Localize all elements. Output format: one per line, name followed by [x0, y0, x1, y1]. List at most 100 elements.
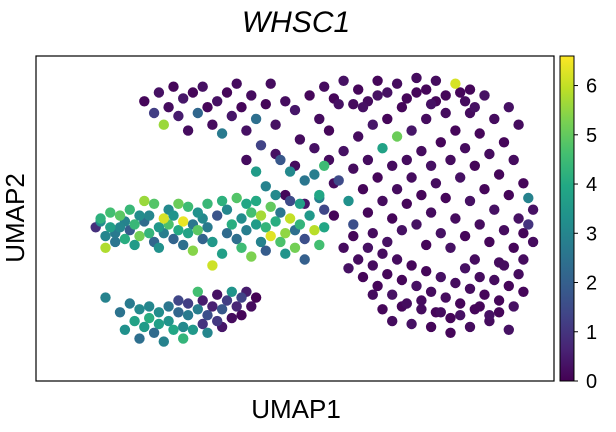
data-point	[202, 198, 213, 209]
data-point	[226, 312, 237, 324]
data-point	[246, 207, 257, 218]
data-point	[406, 172, 417, 183]
data-point	[158, 336, 169, 347]
data-point	[260, 245, 271, 256]
data-point	[396, 225, 408, 236]
y-axis-label: UMAP2	[0, 173, 30, 263]
data-point	[289, 104, 301, 116]
data-point	[255, 140, 267, 151]
data-point	[362, 242, 374, 253]
data-point	[304, 90, 315, 101]
data-point	[416, 145, 427, 157]
data-point	[459, 263, 471, 274]
data-point	[105, 207, 116, 218]
data-point	[493, 307, 505, 318]
data-point	[493, 169, 505, 180]
data-point	[421, 266, 432, 277]
data-point	[328, 210, 340, 221]
data-point	[459, 143, 471, 154]
data-point	[416, 189, 427, 201]
data-point	[163, 102, 174, 113]
data-point	[280, 248, 291, 259]
data-point	[241, 198, 252, 209]
data-point	[464, 283, 476, 294]
data-point	[391, 254, 403, 265]
data-point	[527, 236, 539, 248]
data-point	[353, 84, 364, 95]
data-point	[338, 75, 349, 87]
data-point	[182, 298, 194, 309]
data-point	[114, 210, 126, 221]
data-point	[158, 213, 169, 224]
data-point	[474, 301, 485, 312]
data-point	[440, 292, 451, 303]
data-point	[192, 207, 203, 218]
data-point	[377, 195, 388, 207]
data-point	[129, 315, 140, 327]
data-point	[435, 307, 446, 318]
data-point	[241, 225, 252, 236]
data-point	[173, 110, 184, 122]
data-point	[139, 195, 150, 207]
data-point	[348, 230, 359, 242]
data-point	[192, 225, 203, 236]
data-point	[255, 236, 267, 248]
data-point	[425, 207, 437, 218]
data-point	[236, 242, 247, 253]
data-point	[216, 195, 228, 207]
data-point	[134, 210, 145, 221]
data-point	[100, 242, 111, 253]
data-point	[503, 280, 514, 292]
data-point	[144, 312, 155, 324]
data-point	[362, 207, 374, 218]
data-point	[182, 310, 194, 321]
data-point	[212, 210, 223, 221]
data-point	[134, 333, 145, 344]
data-point	[391, 184, 403, 195]
data-point	[353, 254, 364, 265]
data-point	[396, 102, 408, 113]
data-point	[406, 318, 417, 330]
data-point	[182, 201, 194, 212]
data-point	[168, 81, 179, 92]
data-point	[440, 192, 451, 204]
data-point	[148, 107, 160, 119]
data-point	[202, 102, 213, 113]
data-point	[421, 113, 432, 125]
data-point	[518, 254, 529, 265]
data-point	[503, 324, 514, 335]
data-point	[391, 78, 403, 89]
data-point	[411, 280, 422, 292]
data-point	[484, 236, 495, 248]
data-point	[221, 228, 233, 239]
data-point	[508, 301, 519, 312]
data-point	[250, 292, 262, 303]
data-point	[289, 242, 301, 253]
data-point	[110, 236, 121, 248]
colorbar: 0 1 2 3 4 5 6	[559, 55, 597, 393]
data-point	[299, 254, 310, 265]
data-point	[489, 204, 500, 215]
data-point	[231, 301, 242, 312]
data-point	[464, 84, 476, 95]
scatter-points	[90, 72, 539, 347]
data-point	[153, 87, 165, 98]
data-point	[377, 143, 388, 154]
data-point	[372, 75, 383, 87]
data-point	[294, 134, 306, 145]
data-point	[343, 195, 354, 207]
data-point	[455, 172, 466, 183]
data-point	[450, 125, 461, 136]
data-point	[382, 236, 393, 248]
data-point	[178, 333, 189, 344]
data-point	[114, 307, 126, 318]
data-point	[323, 125, 335, 136]
data-point	[421, 84, 432, 95]
data-point	[173, 307, 184, 318]
colorbar-tick-label: 2	[586, 273, 597, 295]
data-point	[382, 113, 393, 125]
data-point	[178, 239, 189, 251]
data-point	[479, 184, 490, 195]
data-point	[387, 315, 398, 327]
data-point	[100, 292, 111, 303]
